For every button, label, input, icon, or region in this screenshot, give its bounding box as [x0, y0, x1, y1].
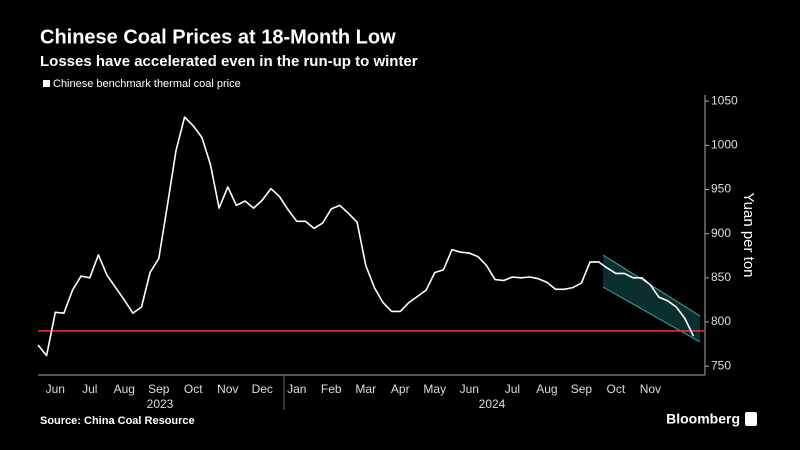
x-tick-label: Aug — [536, 382, 557, 396]
x-tick-label: Sep — [148, 382, 170, 396]
y-axis-label: Yuan per ton — [740, 192, 757, 277]
y-tick-label: 900 — [711, 226, 731, 240]
x-tick-label: Dec — [252, 382, 273, 396]
x-tick-label: Oct — [607, 382, 626, 396]
x-tick-label: Jun — [46, 382, 65, 396]
y-tick-label: 1000 — [711, 138, 738, 152]
legend-label: Chinese benchmark thermal coal price — [53, 78, 241, 90]
x-tick-label: Oct — [184, 382, 203, 396]
brand-icon — [745, 412, 757, 426]
x-tick-label: Nov — [640, 382, 661, 396]
y-tick-label: 950 — [711, 182, 731, 196]
y-tick-label: 800 — [711, 314, 731, 328]
legend-swatch — [43, 80, 50, 87]
x-tick-label: Mar — [355, 382, 376, 396]
x-tick-label: May — [423, 382, 446, 396]
source: Source: China Coal Resource — [40, 415, 195, 427]
chart-title: Chinese Coal Prices at 18-Month Low — [40, 26, 396, 48]
x-tick-label: Apr — [391, 382, 410, 396]
year-label: 2024 — [479, 397, 506, 411]
x-tick-label: Jul — [505, 382, 520, 396]
x-tick-label: Aug — [114, 382, 135, 396]
year-label: 2023 — [147, 397, 174, 411]
x-tick-label: Jun — [460, 382, 479, 396]
x-tick-label: Nov — [217, 382, 238, 396]
y-tick-label: 850 — [711, 270, 731, 284]
chart-subtitle: Losses have accelerated even in the run-… — [40, 53, 418, 70]
price-line — [37, 116, 695, 357]
trend-lower — [602, 286, 701, 343]
x-tick-label: Sep — [571, 382, 593, 396]
y-tick-label: 750 — [711, 358, 731, 372]
x-tick-label: Jul — [82, 382, 97, 396]
y-tick-label: 1050 — [711, 93, 738, 107]
trend-channel — [603, 255, 700, 342]
brand: Bloomberg — [666, 411, 740, 427]
x-tick-label: Jan — [287, 382, 306, 396]
x-tick-label: Feb — [321, 382, 342, 396]
